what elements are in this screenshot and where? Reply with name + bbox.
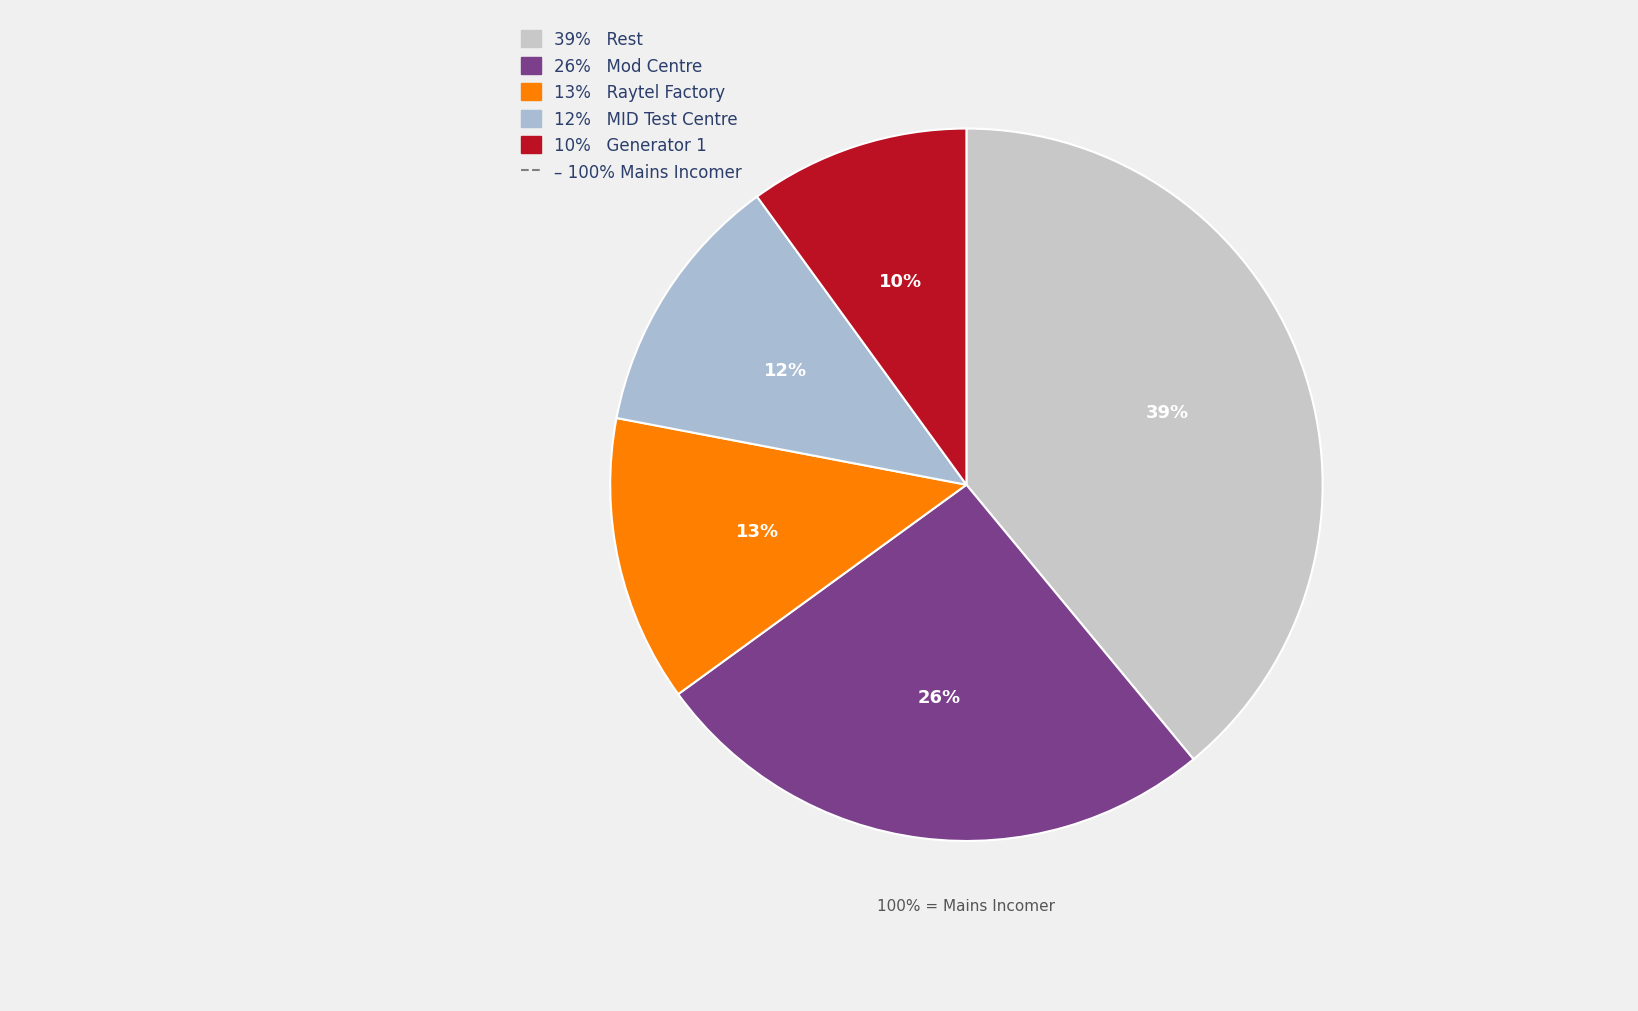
- Text: 39%: 39%: [1147, 404, 1189, 422]
- Wedge shape: [611, 419, 966, 695]
- Text: 100% = Mains Incomer: 100% = Mains Incomer: [878, 898, 1055, 913]
- Wedge shape: [616, 197, 966, 485]
- Legend: 39%   Rest, 26%   Mod Centre, 13%   Raytel Factory, 12%   MID Test Centre, 10%  : 39% Rest, 26% Mod Centre, 13% Raytel Fac…: [521, 31, 742, 182]
- Text: 10%: 10%: [880, 273, 922, 291]
- Wedge shape: [757, 129, 966, 485]
- Text: 12%: 12%: [765, 362, 808, 380]
- Wedge shape: [678, 485, 1194, 841]
- Wedge shape: [966, 129, 1322, 759]
- Text: 13%: 13%: [735, 523, 780, 541]
- Text: 26%: 26%: [917, 688, 962, 706]
